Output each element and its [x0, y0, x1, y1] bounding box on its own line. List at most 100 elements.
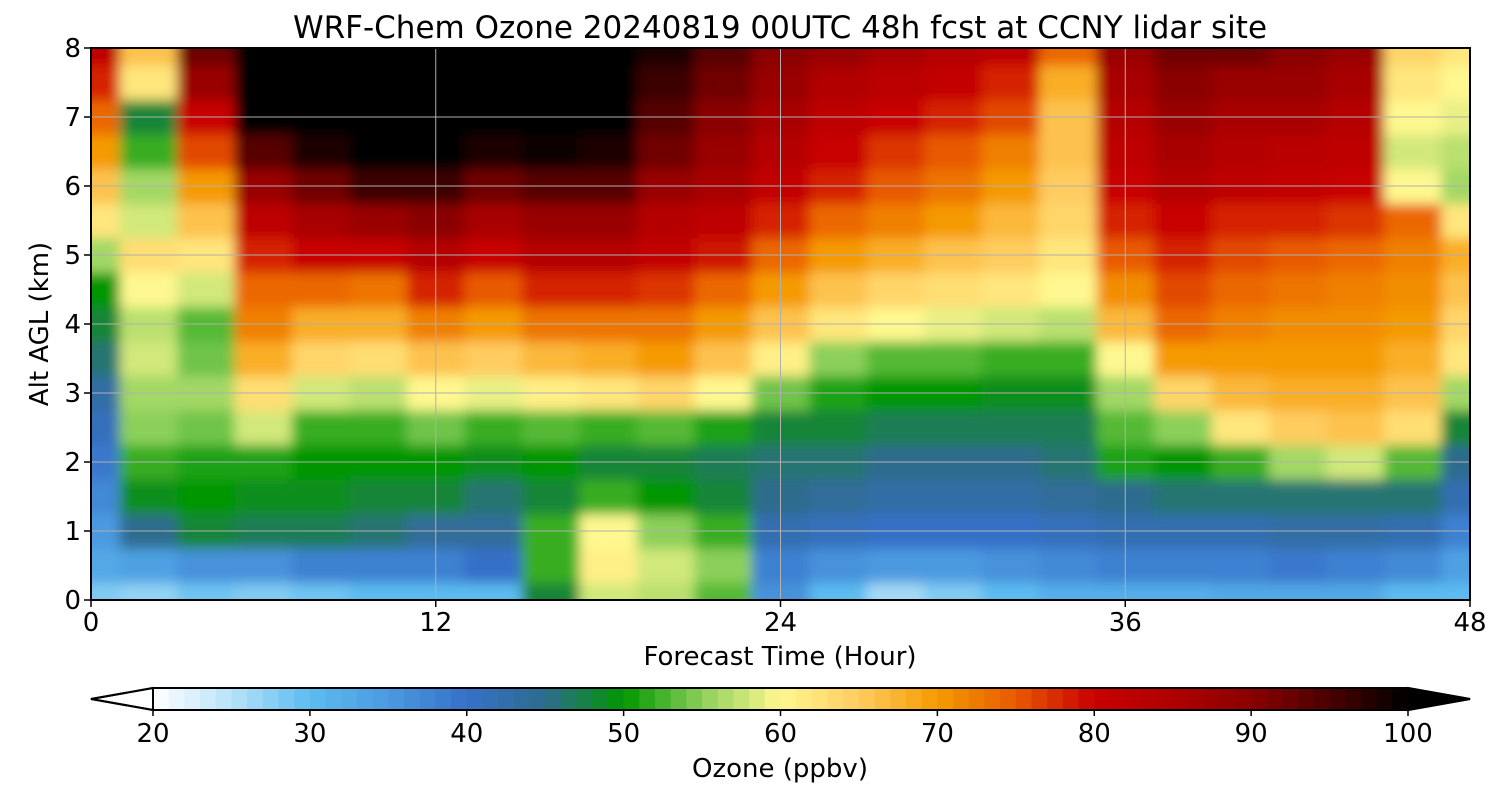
- colorbar-strip: [1298, 688, 1315, 710]
- heatmap-cell: [91, 582, 121, 600]
- heatmap-cell: [866, 48, 925, 66]
- plot-area: [91, 48, 1470, 600]
- heatmap-cell: [981, 134, 1040, 170]
- colorbar-strip: [702, 688, 719, 710]
- colorbar-tick-label: 40: [450, 719, 483, 749]
- heatmap-cell: [1383, 582, 1442, 600]
- y-tick-label: 7: [64, 103, 81, 133]
- heatmap-cell: [1211, 582, 1270, 600]
- heatmap-cell: [177, 548, 236, 584]
- colorbar-strip: [1392, 688, 1409, 710]
- colorbar-ticks: 20 30 40 50 60 70 80 90 100: [136, 710, 1433, 749]
- heatmap-cell: [521, 410, 580, 446]
- heatmap-cell: [866, 479, 925, 515]
- heatmap-cell: [636, 65, 695, 101]
- colorbar-strip: [623, 688, 640, 710]
- colorbar-under-extension: [90, 686, 154, 712]
- heatmap-cell: [349, 272, 408, 308]
- heatmap-cell: [91, 548, 121, 584]
- heatmap-cell: [1039, 479, 1098, 515]
- heatmap-cell: [924, 410, 983, 446]
- colorbar-strip: [1000, 688, 1017, 710]
- heatmap-cell: [1211, 48, 1270, 66]
- heatmap-cell: [1268, 479, 1327, 515]
- colorbar-strip: [184, 688, 201, 710]
- heatmap-cell: [292, 272, 351, 308]
- heatmap-cell: [866, 203, 925, 239]
- colorbar-strip: [1313, 688, 1331, 710]
- heatmap-cell: [1326, 203, 1385, 239]
- heatmap-cell: [464, 582, 523, 600]
- heatmap-cell: [809, 65, 868, 101]
- colorbar-strip: [1345, 688, 1362, 710]
- heatmap-cell: [1039, 548, 1098, 584]
- colorbar-strip: [404, 688, 421, 710]
- colorbar-strip: [419, 688, 436, 710]
- heatmap-cell: [1383, 203, 1442, 239]
- heatmap-cell: [981, 582, 1040, 600]
- colorbar-strip: [984, 688, 1001, 710]
- y-tick-label: 8: [64, 34, 81, 64]
- heatmap-cell: [119, 341, 178, 377]
- colorbar-tick-label: 60: [764, 719, 797, 749]
- heatmap-cell: [1153, 272, 1212, 308]
- colorbar-strip: [1078, 688, 1095, 710]
- heatmap-cell: [579, 548, 638, 584]
- heatmap-cell: [1039, 341, 1098, 377]
- colorbar-strip: [435, 688, 452, 710]
- heatmap-cell: [177, 272, 236, 308]
- heatmap-cell: [579, 48, 638, 66]
- heatmap-cell: [636, 548, 695, 584]
- colorbar-strip: [733, 688, 750, 710]
- heatmap-cell: [1039, 410, 1098, 446]
- heatmap-cell: [809, 410, 868, 446]
- heatmap-cell: [234, 341, 293, 377]
- heatmap-cell: [981, 341, 1040, 377]
- heatmap-cell: [1268, 582, 1327, 600]
- heatmap-cell: [1441, 341, 1470, 377]
- heatmap-cell: [1268, 203, 1327, 239]
- colorbar-strip: [247, 688, 264, 710]
- colorbar-strip: [1329, 688, 1346, 710]
- heatmap-cell: [1268, 272, 1327, 308]
- heatmap-cell: [1268, 548, 1327, 584]
- heatmap-cell: [119, 582, 178, 600]
- colorbar-strip: [262, 688, 280, 710]
- heatmap-cell: [1268, 65, 1327, 101]
- colorbar-strip: [1015, 688, 1033, 710]
- colorbar-tick-label: 30: [293, 719, 326, 749]
- colorbar-strip: [670, 688, 687, 710]
- heatmap-cell: [177, 203, 236, 239]
- heatmap-cell: [1383, 548, 1442, 584]
- heatmap-cell: [91, 48, 121, 66]
- heatmap-cell: [694, 134, 753, 170]
- colorbar-strip: [1141, 688, 1158, 710]
- heatmap-cell: [866, 65, 925, 101]
- heatmap-cell: [521, 272, 580, 308]
- colorbar-strip: [325, 688, 342, 710]
- heatmap-cell: [1441, 410, 1470, 446]
- heatmap-cell: [809, 134, 868, 170]
- heatmap-cell: [119, 65, 178, 101]
- heatmap-cell: [1326, 479, 1385, 515]
- heatmap-cell: [981, 65, 1040, 101]
- colorbar-strip: [466, 688, 484, 710]
- heatmap-cell: [1326, 341, 1385, 377]
- colorbar-strip: [545, 688, 562, 710]
- heatmap-cell: [1211, 479, 1270, 515]
- heatmap-cell: [1211, 203, 1270, 239]
- colorbar-strip: [278, 688, 295, 710]
- colorbar-tick-label: 100: [1383, 719, 1433, 749]
- heatmap-cell: [694, 582, 753, 600]
- colorbar-tick-label: 20: [136, 719, 169, 749]
- heatmap-cell: [1441, 203, 1470, 239]
- y-tick-label: 5: [64, 241, 81, 271]
- heatmap-cell: [924, 582, 983, 600]
- heatmap-cell: [1153, 134, 1212, 170]
- heatmap-cell: [349, 548, 408, 584]
- heatmap-cell: [234, 48, 293, 66]
- colorbar-strip: [341, 688, 358, 710]
- heatmap-cell: [1383, 48, 1442, 66]
- heatmap-cell: [464, 479, 523, 515]
- heatmap-cell: [1383, 65, 1442, 101]
